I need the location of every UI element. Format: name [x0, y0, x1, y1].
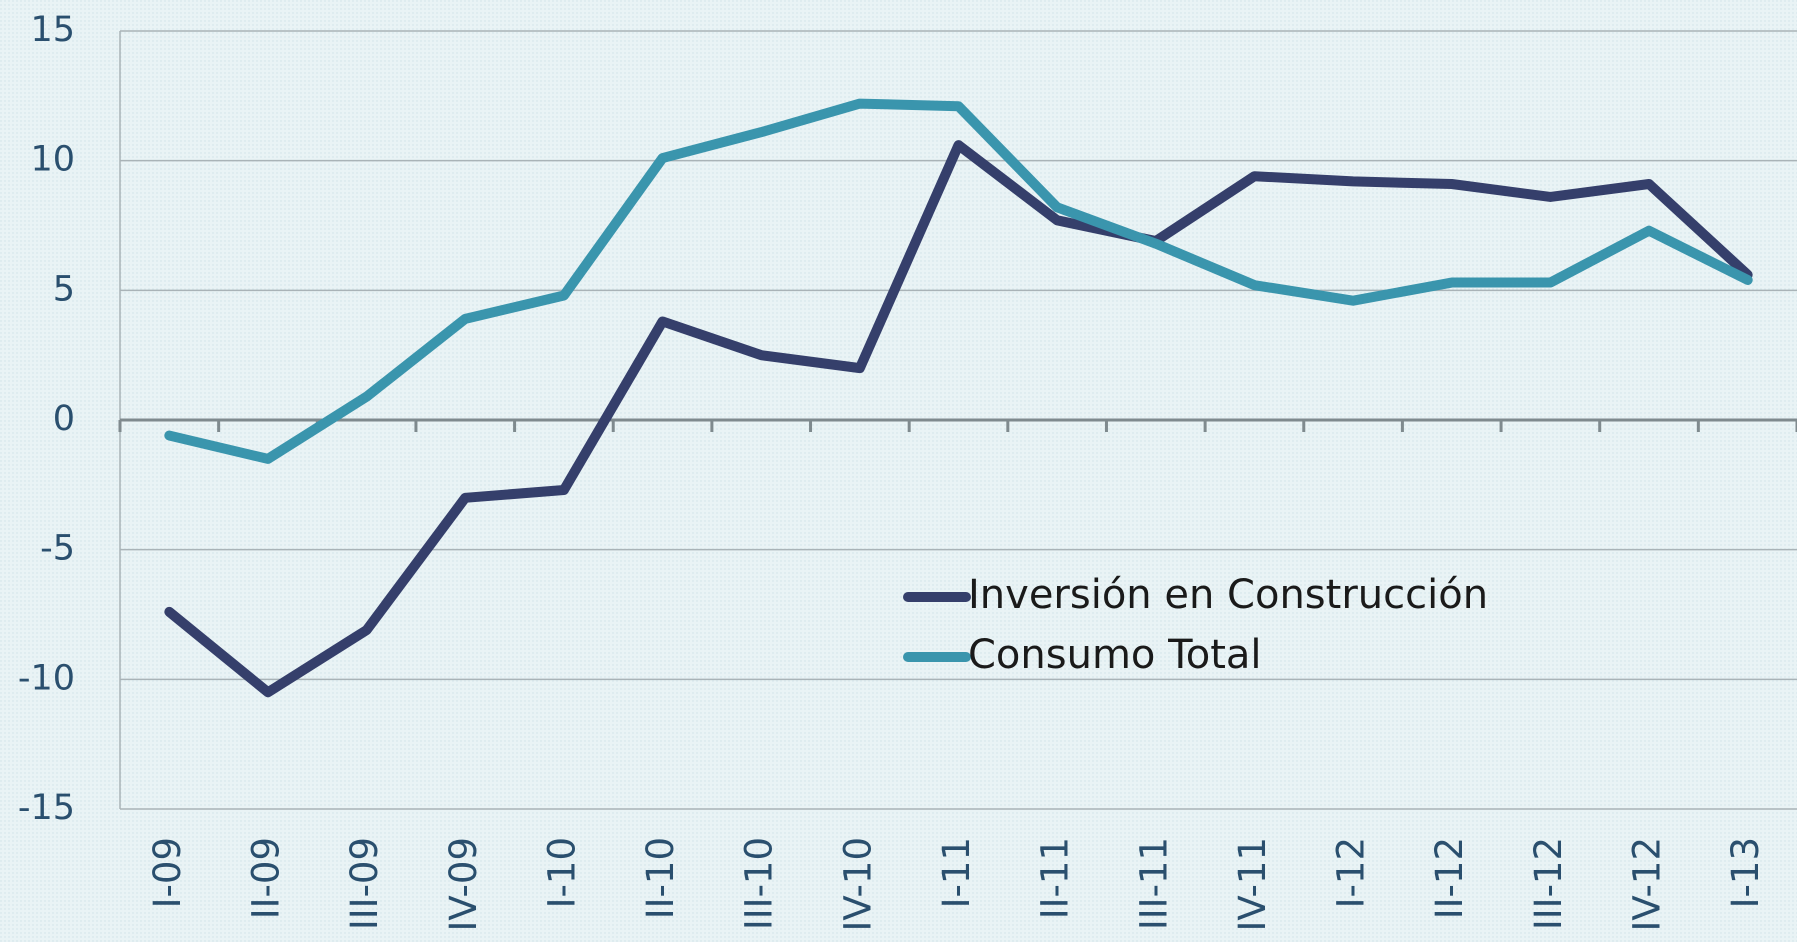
x-tick-label: I-09	[146, 837, 189, 908]
legend-label: Consumo Total	[968, 632, 1262, 678]
y-tick-label: 5	[53, 269, 75, 309]
series-line	[164, 140, 1753, 698]
x-tick-label: II-09	[244, 837, 287, 919]
x-tick-label: II-10	[639, 837, 682, 919]
y-tick-label: 10	[30, 140, 75, 180]
x-tick-label: IV-11	[1231, 837, 1274, 932]
y-tick-label: -5	[40, 529, 75, 569]
x-tick-label: III-12	[1527, 837, 1570, 930]
x-tick-label: IV-10	[836, 837, 879, 932]
x-tick-label: IV-09	[442, 837, 485, 932]
x-tick-label: II-12	[1428, 837, 1471, 919]
x-tick-label: I-12	[1330, 837, 1373, 908]
x-tick-label: I-11	[935, 837, 978, 908]
x-tick-label: III-09	[343, 837, 386, 930]
x-tick-label: IV-12	[1626, 837, 1669, 932]
x-tick-label: I-13	[1724, 837, 1767, 908]
x-tick-label: III-11	[1132, 837, 1175, 930]
x-tick-label: I-10	[540, 837, 583, 908]
x-tick-label: III-10	[738, 837, 781, 930]
legend-label: Inversión en Construcción	[968, 572, 1488, 618]
x-tick-label: II-11	[1034, 837, 1077, 919]
y-tick-label: -15	[18, 788, 75, 828]
y-tick-label: 0	[53, 399, 75, 439]
y-tick-label: 15	[30, 10, 75, 50]
y-tick-label: -10	[18, 658, 75, 698]
series-line	[164, 98, 1753, 464]
